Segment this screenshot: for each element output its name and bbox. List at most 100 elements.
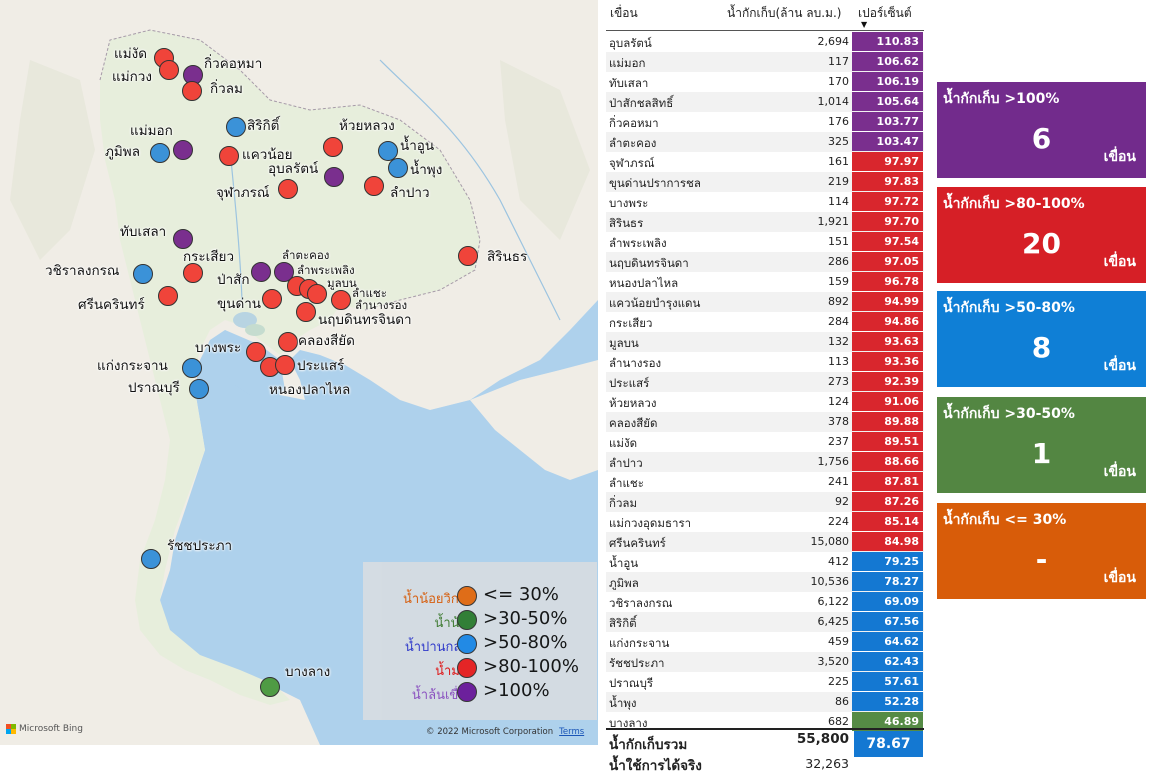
dam-marker-lam-takhong[interactable] (274, 262, 294, 282)
dam-marker-krasiao[interactable] (183, 263, 203, 283)
dam-name-cell: แม่กวงอุดมธารา (609, 516, 692, 530)
storage-cell: 224 (828, 515, 849, 528)
table-row[interactable]: แก่งกระจาน 459 64.62 (606, 632, 924, 652)
terms-link[interactable]: Terms (559, 727, 585, 737)
dam-marker-khun-dan[interactable] (262, 289, 282, 309)
dam-marker-lam-chae[interactable] (307, 284, 327, 304)
storage-cell: 124 (828, 395, 849, 408)
dam-marker-bhumibol[interactable] (150, 143, 170, 163)
dam-marker-lam-pao[interactable] (364, 176, 384, 196)
table-row[interactable]: รัชชประภา 3,520 62.43 (606, 652, 924, 672)
table-row[interactable]: สิริกิติ์ 6,425 67.56 (606, 612, 924, 632)
dam-marker-nam-oon[interactable] (378, 141, 398, 161)
percent-cell: 106.62 (852, 52, 923, 71)
summary-card[interactable]: น้ำกักเก็บ >100% 6 เขื่อน (937, 82, 1146, 178)
table-row[interactable]: สิรินธร 1,921 97.70 (606, 212, 924, 232)
dam-label: กระเสียว (183, 249, 235, 265)
card-title: น้ำกักเก็บ >30-50% (943, 406, 1075, 422)
dam-marker-kaeng-krachan[interactable] (182, 358, 202, 378)
table-row[interactable]: อุบลรัตน์ 2,694 110.83 (606, 32, 924, 52)
dam-marker-pranburi[interactable] (189, 379, 209, 399)
table-row[interactable]: ลำแชะ 241 87.81 (606, 472, 924, 492)
percent-cell: 110.83 (852, 32, 923, 51)
dam-name-cell: ศรีนครินทร์ (609, 536, 666, 550)
dam-marker-nam-pung[interactable] (388, 158, 408, 178)
summary-card[interactable]: น้ำกักเก็บ <= 30% - เขื่อน (937, 503, 1146, 599)
table-row[interactable]: แควน้อยบำรุงแดน 892 94.99 (606, 292, 924, 312)
table-row[interactable]: จุฬาภรณ์ 161 97.97 (606, 152, 924, 172)
percent-cell: 93.63 (852, 332, 923, 351)
percent-cell: 103.47 (852, 132, 923, 151)
card-title: น้ำกักเก็บ >100% (943, 91, 1060, 107)
column-header-percent[interactable]: เปอร์เซ็นต์ (858, 6, 912, 20)
table-row[interactable]: มูลบน 132 93.63 (606, 332, 924, 352)
dam-marker-bang-lang[interactable] (260, 677, 280, 697)
table-row[interactable]: กิ่วคอหมา 176 103.77 (606, 112, 924, 132)
dam-marker-chulabhorn[interactable] (278, 179, 298, 199)
dam-marker-khwae-noi[interactable] (219, 146, 239, 166)
total-storage-value: 55,800 (796, 731, 849, 747)
table-row[interactable]: ปราณบุรี 225 57.61 (606, 672, 924, 692)
dam-label: ประแสร์ (297, 358, 345, 374)
table-row[interactable]: ป่าสักชลสิทธิ์ 1,014 105.64 (606, 92, 924, 112)
dam-marker-kiew-lom[interactable] (182, 81, 202, 101)
dam-name-cell: ปราณบุรี (609, 676, 654, 690)
table-row[interactable]: ลำตะคอง 325 103.47 (606, 132, 924, 152)
dam-marker-srinagarind[interactable] (158, 286, 178, 306)
table-row[interactable]: กระเสียว 284 94.86 (606, 312, 924, 332)
dam-map[interactable]: แม่งัด แม่กวง กิ่วคอหมา กิ่วลม สิริกิติ์… (0, 0, 598, 745)
dam-marker-naruebodin[interactable] (296, 302, 316, 322)
table-row[interactable]: ภูมิพล 10,536 78.27 (606, 572, 924, 592)
dam-marker-ubolratana[interactable] (324, 167, 344, 187)
dam-marker-pasak[interactable] (251, 262, 271, 282)
table-row[interactable]: ลำพระเพลิง 151 97.54 (606, 232, 924, 252)
storage-cell: 6,122 (817, 595, 850, 608)
column-header-dam[interactable]: เขื่อน (610, 6, 638, 20)
dam-marker-huai-luang[interactable] (323, 137, 343, 157)
table-row[interactable]: กิ่วลม 92 87.26 (606, 492, 924, 512)
dam-marker-ratchaprapha[interactable] (141, 549, 161, 569)
table-row[interactable]: ห้วยหลวง 124 91.06 (606, 392, 924, 412)
storage-cell: 286 (828, 255, 849, 268)
table-row[interactable]: ขุนด่านปราการชล 219 97.83 (606, 172, 924, 192)
dam-marker-sirikit[interactable] (226, 117, 246, 137)
dam-marker-bang-phra[interactable] (246, 342, 266, 362)
table-row[interactable]: คลองสียัด 378 89.88 (606, 412, 924, 432)
dam-name-cell: ลำตะคอง (609, 136, 657, 150)
percent-cell: 46.89 (852, 712, 923, 731)
table-row[interactable]: หนองปลาไหล 159 96.78 (606, 272, 924, 292)
table-row[interactable]: แม่กวงอุดมธารา 224 85.14 (606, 512, 924, 532)
table-row[interactable]: น้ำอูน 412 79.25 (606, 552, 924, 572)
table-row[interactable]: ลำปาว 1,756 88.66 (606, 452, 924, 472)
table-row[interactable]: บางลาง 682 46.89 (606, 712, 924, 732)
table-row[interactable]: วชิราลงกรณ 6,122 69.09 (606, 592, 924, 612)
dam-name-cell: หนองปลาไหล (609, 276, 679, 290)
dam-marker-khlong-si-yat[interactable] (278, 332, 298, 352)
table-row[interactable]: ศรีนครินทร์ 15,080 84.98 (606, 532, 924, 552)
table-row[interactable]: นฤบดินทรจินดา 286 97.05 (606, 252, 924, 272)
table-row[interactable]: ลำนางรอง 113 93.36 (606, 352, 924, 372)
table-row[interactable]: บางพระ 114 97.72 (606, 192, 924, 212)
column-header-storage[interactable]: น้ำกักเก็บ(ล้าน ลบ.ม.) (727, 6, 842, 20)
summary-card[interactable]: น้ำกักเก็บ >80-100% 20 เขื่อน (937, 187, 1146, 283)
table-row[interactable]: แม่มอก 117 106.62 (606, 52, 924, 72)
table-row[interactable]: น้ำพุง 86 52.28 (606, 692, 924, 712)
table-row[interactable]: ทับเสลา 170 106.19 (606, 72, 924, 92)
dam-marker-mae-mok[interactable] (173, 140, 193, 160)
dam-marker-lam-nang-rong[interactable] (331, 290, 351, 310)
dam-marker-thap-salao[interactable] (173, 229, 193, 249)
sort-descending-icon[interactable]: ▼ (861, 20, 868, 29)
summary-card[interactable]: น้ำกักเก็บ >50-80% 8 เขื่อน (937, 291, 1146, 387)
table-row[interactable]: แม่งัด 237 89.51 (606, 432, 924, 452)
dam-marker-sirindhorn[interactable] (458, 246, 478, 266)
table-row[interactable]: ประแสร์ 273 92.39 (606, 372, 924, 392)
dam-marker-mae-kuang[interactable] (159, 60, 179, 80)
dam-label: แม่งัด (114, 46, 147, 62)
dam-label: หนองปลาไหล (269, 382, 351, 398)
storage-cell: 151 (828, 235, 849, 248)
percent-cell: 103.77 (852, 112, 923, 131)
dam-name-cell: ลำแชะ (609, 476, 644, 490)
dam-marker-vajiralongkorn[interactable] (133, 264, 153, 284)
summary-card[interactable]: น้ำกักเก็บ >30-50% 1 เขื่อน (937, 397, 1146, 493)
dam-marker-prasae[interactable] (275, 355, 295, 375)
